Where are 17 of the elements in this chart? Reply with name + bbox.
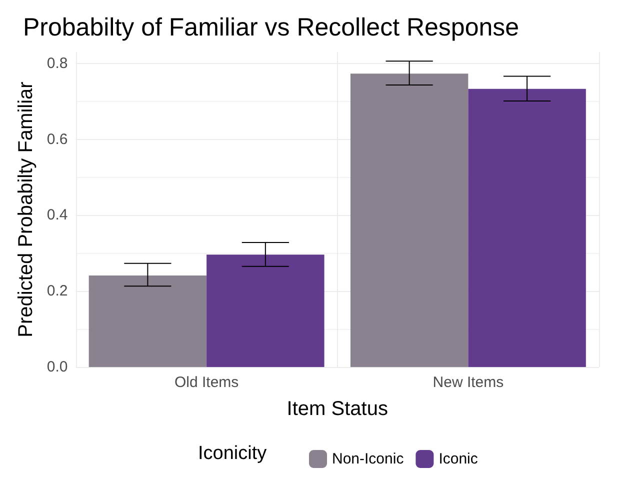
bar xyxy=(88,276,207,367)
bar xyxy=(350,74,468,367)
y-tick-label: 0.2 xyxy=(46,282,68,300)
chart-title: Probabilty of Familiar vs Recollect Response xyxy=(23,14,520,42)
y-tick-label: 0.6 xyxy=(46,130,68,148)
y-tick-label: 0.8 xyxy=(46,54,68,72)
y-axis-title: Predicted Probabilty Familiar xyxy=(15,81,37,338)
legend-label: Iconic xyxy=(438,450,478,468)
x-axis-title: Item Status xyxy=(286,398,388,420)
bar xyxy=(468,88,586,367)
legend-label: Non-Iconic xyxy=(332,450,404,468)
x-tick-label: Old Items xyxy=(174,374,239,391)
y-tick-label: 0.4 xyxy=(46,206,68,224)
legend-title: Iconicity xyxy=(198,443,268,464)
x-tick-label: New Items xyxy=(432,374,504,391)
bar xyxy=(206,254,324,367)
y-tick-label: 0.0 xyxy=(46,358,68,376)
